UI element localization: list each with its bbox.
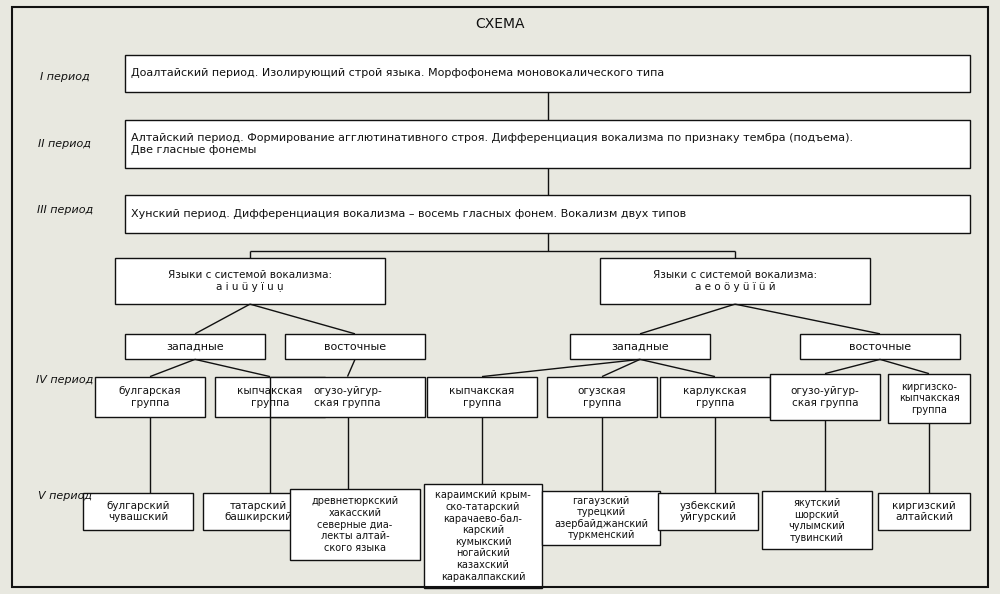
Text: гагаузский
турецкий
азербайджанский
туркменский: гагаузский турецкий азербайджанский турк…	[554, 495, 648, 541]
Text: Доалтайский период. Изолирующий строй языка. Морфофонема моновокалического типа: Доалтайский период. Изолирующий строй яз…	[131, 68, 664, 78]
Text: огузская
группа: огузская группа	[578, 386, 626, 407]
Text: I период: I период	[40, 72, 90, 82]
Text: восточные: восточные	[324, 342, 386, 352]
Bar	[424, 484, 542, 588]
Text: древнетюркский
хакасский
северные диа-
лекты алтай-
ского языка: древнетюркский хакасский северные диа- л…	[311, 497, 399, 552]
Text: киргизский
алтайский: киргизский алтайский	[892, 501, 956, 522]
Bar	[547, 377, 657, 417]
Bar	[203, 493, 313, 530]
Bar	[115, 258, 385, 304]
Text: киргизско-
кыпчакская
группа: киргизско- кыпчакская группа	[899, 382, 959, 415]
Text: татарский
башкирский: татарский башкирский	[224, 501, 292, 522]
Bar	[878, 493, 970, 530]
Text: Языки с системой вокализма:
a e o ö y ü ï ü й: Языки с системой вокализма: a e o ö y ü …	[653, 270, 817, 292]
Text: II период: II период	[38, 139, 92, 148]
Bar	[770, 374, 880, 420]
Bar	[83, 493, 193, 530]
Text: якутский
шорский
чулымский
тувинский: якутский шорский чулымский тувинский	[789, 498, 845, 543]
Text: Хунский период. Дифференциация вокализма – восемь гласных фонем. Вокализм двух т: Хунский период. Дифференциация вокализма…	[131, 209, 686, 219]
Text: булгарская
группа: булгарская группа	[119, 386, 181, 407]
Bar	[800, 334, 960, 359]
Bar	[888, 374, 970, 423]
Bar	[427, 377, 537, 417]
Bar	[285, 334, 425, 359]
Text: восточные: восточные	[849, 342, 911, 352]
Bar	[570, 334, 710, 359]
Bar	[658, 493, 758, 530]
Text: узбекский
уйгурский: узбекский уйгурский	[679, 501, 737, 522]
Bar	[762, 491, 872, 549]
Text: карлукская
группа: карлукская группа	[683, 386, 747, 407]
Bar	[95, 377, 205, 417]
Bar	[542, 491, 660, 545]
Text: огузо-уйгур-
ская группа: огузо-уйгур- ская группа	[313, 386, 382, 407]
Bar	[125, 120, 970, 168]
Bar	[125, 334, 265, 359]
Bar	[125, 55, 970, 92]
Text: IV период: IV период	[36, 375, 94, 385]
Text: СХЕМА: СХЕМА	[475, 17, 525, 31]
Text: V период: V период	[38, 491, 92, 501]
Text: III период: III период	[37, 205, 93, 214]
Text: караимский крым-
ско-татарский
карачаево-бал-
карский
кумыкский
ногайский
казахс: караимский крым- ско-татарский карачаево…	[435, 491, 531, 582]
Text: западные: западные	[166, 342, 224, 352]
Text: огузо-уйгур-
ская группа: огузо-уйгур- ская группа	[791, 386, 859, 407]
Text: булгарский
чувашский: булгарский чувашский	[106, 501, 170, 522]
Text: кыпчакская
группа: кыпчакская группа	[237, 386, 303, 407]
Bar	[290, 489, 420, 560]
Bar	[270, 377, 425, 417]
Bar	[125, 195, 970, 233]
Text: кыпчакская
группа: кыпчакская группа	[449, 386, 515, 407]
Text: Языки с системой вокализма:
a i u ü y ï u ụ: Языки с системой вокализма: a i u ü y ï …	[168, 270, 332, 292]
Text: Алтайский период. Формирование агглютинативного строя. Дифференциация вокализма : Алтайский период. Формирование агглютина…	[131, 133, 853, 154]
Bar	[600, 258, 870, 304]
Bar	[215, 377, 325, 417]
Bar	[660, 377, 770, 417]
Text: западные: западные	[611, 342, 669, 352]
